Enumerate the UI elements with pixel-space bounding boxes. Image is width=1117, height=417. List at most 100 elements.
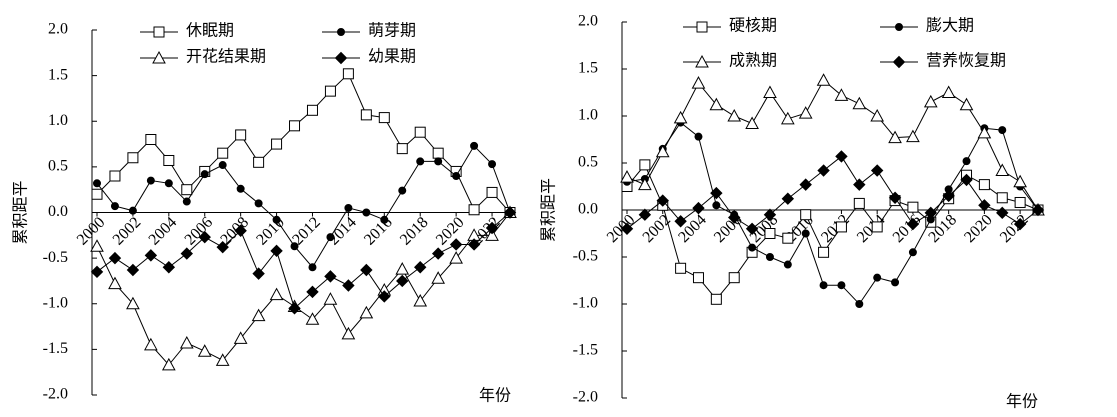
legend-label: 膨大期 xyxy=(926,17,974,35)
marker-diamond xyxy=(960,173,973,187)
marker-triangle xyxy=(888,130,902,144)
y-tick-label: -1.0 xyxy=(43,294,68,311)
marker-triangle xyxy=(233,331,248,344)
y-tick-label: -1.0 xyxy=(573,295,598,312)
marker-diamond xyxy=(781,192,795,205)
marker-circle xyxy=(218,161,227,170)
marker-diamond xyxy=(763,208,777,221)
marker-diamond xyxy=(234,224,247,237)
x-tick-label: 2014 xyxy=(854,211,889,246)
marker-triangle xyxy=(305,312,320,325)
x-axis-label: 年份 xyxy=(479,387,511,405)
y-tick-label: 0.0 xyxy=(578,201,598,218)
marker-circle xyxy=(998,126,1007,135)
marker-circle xyxy=(362,208,371,217)
y-tick-label: 0.5 xyxy=(578,154,598,171)
marker-diamond xyxy=(144,249,158,262)
marker-diamond xyxy=(1031,203,1045,217)
marker-triangle xyxy=(413,293,428,307)
marker-square xyxy=(639,159,651,171)
marker-diamond xyxy=(728,211,741,224)
marker-circle xyxy=(962,157,971,166)
marker-triangle xyxy=(906,129,920,143)
marker-circle xyxy=(128,206,137,215)
marker-diamond xyxy=(745,222,759,236)
marker-triangle xyxy=(798,106,813,119)
legend-marker xyxy=(695,54,709,68)
marker-circle xyxy=(326,233,335,242)
marker-circle xyxy=(146,176,155,185)
marker-triangle xyxy=(655,144,670,158)
marker-circle xyxy=(837,281,846,290)
marker-diamond xyxy=(288,302,301,315)
marker-square xyxy=(127,152,139,164)
marker-triangle xyxy=(780,111,795,125)
marker-diamond xyxy=(817,164,830,177)
marker-square xyxy=(414,126,426,138)
marker-circle xyxy=(236,184,245,193)
y-tick-label: 2.0 xyxy=(48,21,68,38)
marker-triangle xyxy=(108,276,122,290)
marker-square xyxy=(835,221,847,233)
marker-circle xyxy=(873,273,882,282)
marker-circle xyxy=(93,179,101,188)
series-line xyxy=(626,79,1039,211)
marker-circle xyxy=(110,202,119,211)
marker-diamond xyxy=(656,194,669,207)
marker-square xyxy=(91,188,103,200)
marker-triangle xyxy=(620,170,634,183)
marker-circle xyxy=(200,170,209,179)
legend-marker xyxy=(895,23,903,31)
marker-circle xyxy=(182,197,191,206)
marker-square xyxy=(432,147,444,159)
marker-triangle xyxy=(816,73,831,86)
marker-circle xyxy=(712,201,721,210)
y-tick-label: -1.5 xyxy=(43,340,68,357)
marker-diamond xyxy=(978,199,991,212)
marker-diamond xyxy=(942,189,955,203)
marker-diamond xyxy=(888,191,902,204)
marker-square xyxy=(396,143,408,155)
marker-diamond xyxy=(126,263,140,277)
marker-circle xyxy=(434,157,443,166)
marker-triangle xyxy=(485,228,499,241)
legend-label: 营养恢复期 xyxy=(926,52,1006,70)
marker-triangle xyxy=(144,337,158,351)
marker-square xyxy=(871,221,883,233)
legend-label: 开花结果期 xyxy=(186,48,266,66)
marker-diamond xyxy=(710,186,723,200)
marker-triangle xyxy=(251,308,266,322)
marker-diamond xyxy=(324,270,337,283)
marker-diamond xyxy=(638,208,652,221)
legend-marker xyxy=(337,28,345,36)
marker-diamond xyxy=(270,244,283,258)
marker-triangle xyxy=(323,292,338,305)
marker-square xyxy=(728,272,740,284)
x-tick-label: 2016 xyxy=(361,214,396,249)
marker-square xyxy=(800,209,812,221)
series-line xyxy=(96,72,511,213)
marker-triangle xyxy=(215,353,230,366)
x-tick-label: 2002 xyxy=(110,214,145,249)
x-axis-label: 年份 xyxy=(1006,393,1038,411)
marker-triangle xyxy=(763,85,777,98)
marker-circle xyxy=(308,263,317,272)
marker-diamond xyxy=(216,240,229,254)
marker-diamond xyxy=(396,274,409,288)
marker-circle xyxy=(783,260,792,269)
marker-square xyxy=(818,246,830,258)
marker-square xyxy=(306,104,318,116)
x-tick-label: 2004 xyxy=(146,214,181,249)
marker-circle xyxy=(748,243,757,252)
marker-triangle xyxy=(941,85,956,98)
marker-diamond xyxy=(162,261,176,274)
marker-square xyxy=(181,184,193,196)
marker-triangle xyxy=(395,262,410,275)
marker-diamond xyxy=(835,150,848,163)
y-tick-label: -1.5 xyxy=(573,342,598,359)
marker-square xyxy=(1014,196,1026,208)
marker-diamond xyxy=(692,201,705,215)
marker-diamond xyxy=(180,247,193,260)
marker-triangle xyxy=(691,76,706,89)
y-tick-label: -0.5 xyxy=(573,248,598,265)
